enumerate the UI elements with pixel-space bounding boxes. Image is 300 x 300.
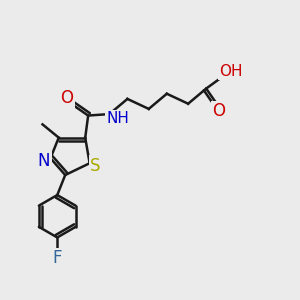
Text: F: F — [52, 249, 62, 267]
Text: NH: NH — [106, 111, 129, 126]
Text: O: O — [212, 102, 225, 120]
Text: N: N — [38, 152, 50, 169]
Text: OH: OH — [220, 64, 243, 79]
Text: S: S — [90, 157, 101, 175]
Text: O: O — [60, 89, 73, 107]
